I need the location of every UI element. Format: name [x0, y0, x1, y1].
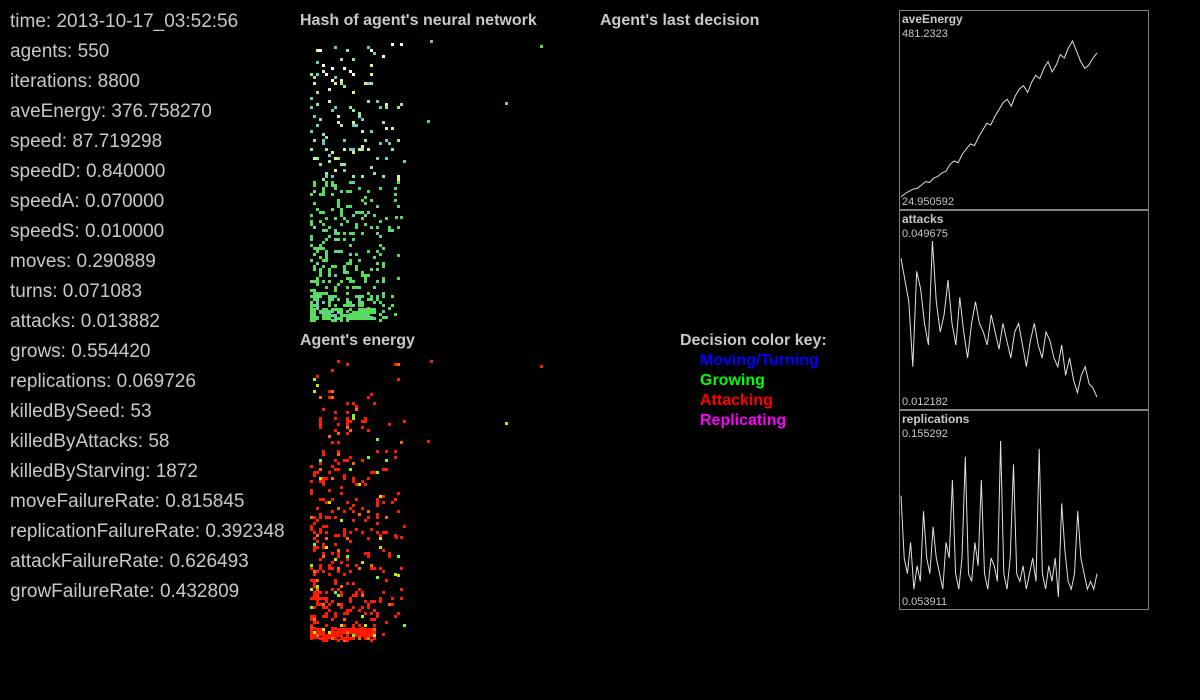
graph-line — [900, 39, 1098, 198]
stat-replicationFailureRate: replicationFailureRate: 0.392348 — [10, 521, 285, 542]
graph-min: 0.053911 — [902, 596, 948, 608]
stat-aveEnergy: aveEnergy: 376.758270 — [10, 101, 212, 122]
graph-min: 0.012182 — [902, 396, 948, 408]
stat-turns: turns: 0.071083 — [10, 281, 143, 302]
stat-agents: agents: 550 — [10, 41, 110, 62]
decision-key-item: Attacking — [700, 392, 773, 409]
stat-speedS: speedS: 0.010000 — [10, 221, 165, 242]
panel-title-hash: Hash of agent's neural network — [300, 12, 537, 29]
graph-name: attacks — [902, 212, 944, 226]
decision-key-item: Replicating — [700, 412, 787, 429]
stat-iterations: iterations: 8800 — [10, 71, 140, 92]
agent-grid-canvas — [310, 40, 543, 642]
panel-title-decision: Agent's last decision — [600, 12, 760, 29]
graph-name: aveEnergy — [902, 12, 963, 26]
graph-max: 481.2323 — [902, 28, 948, 40]
graph-series — [900, 240, 1098, 398]
hash-grid — [310, 40, 543, 322]
graph-series — [900, 39, 1098, 198]
stat-speedA: speedA: 0.070000 — [10, 191, 165, 212]
graph-line — [900, 440, 1098, 598]
graph-name: replications — [902, 412, 970, 426]
decision-key-item: Moving/Turning — [700, 352, 819, 369]
stats-list: time: 2013-10-17_03:52:56 agents: 550 iter… — [10, 11, 285, 611]
stat-replications: replications: 0.069726 — [10, 371, 196, 392]
graph-line — [900, 240, 1098, 398]
decision-key-list: Moving/Turning Growing Attacking Replicatin… — [700, 352, 819, 432]
stat-attackFailureRate: attackFailureRate: 0.626493 — [10, 551, 249, 572]
decision-key-title: Decision color key: — [680, 332, 827, 349]
stat-attacks: attacks: 0.013882 — [10, 311, 160, 332]
graph-aveEnergy: aveEnergy 481.2323 24.950592 — [899, 10, 1149, 210]
graph-max: 0.049675 — [902, 228, 948, 240]
graph-series — [900, 440, 1098, 598]
stat-grows: grows: 0.554420 — [10, 341, 151, 362]
graph-replications: replications 0.155292 0.053911 — [899, 410, 1149, 610]
stat-growFailureRate: growFailureRate: 0.432809 — [10, 581, 240, 602]
graph-attacks: attacks 0.049675 0.012182 — [899, 210, 1149, 410]
stat-moveFailureRate: moveFailureRate: 0.815845 — [10, 491, 245, 512]
stat-time: time: 2013-10-17_03:52:56 — [10, 11, 239, 32]
stat-killedByStarving: killedByStarving: 1872 — [10, 461, 198, 482]
graph-min: 24.950592 — [902, 196, 954, 208]
graph-max: 0.155292 — [902, 428, 948, 440]
decision-key-item: Growing — [700, 372, 765, 389]
stat-moves: moves: 0.290889 — [10, 251, 156, 272]
panel-title-energy: Agent's energy — [300, 332, 415, 349]
stat-speed: speed: 87.719298 — [10, 131, 163, 152]
stat-killedByAttacks: killedByAttacks: 58 — [10, 431, 170, 452]
energy-grid — [310, 360, 543, 642]
stat-killedBySeed: killedBySeed: 53 — [10, 401, 152, 422]
stat-speedD: speedD: 0.840000 — [10, 161, 166, 182]
